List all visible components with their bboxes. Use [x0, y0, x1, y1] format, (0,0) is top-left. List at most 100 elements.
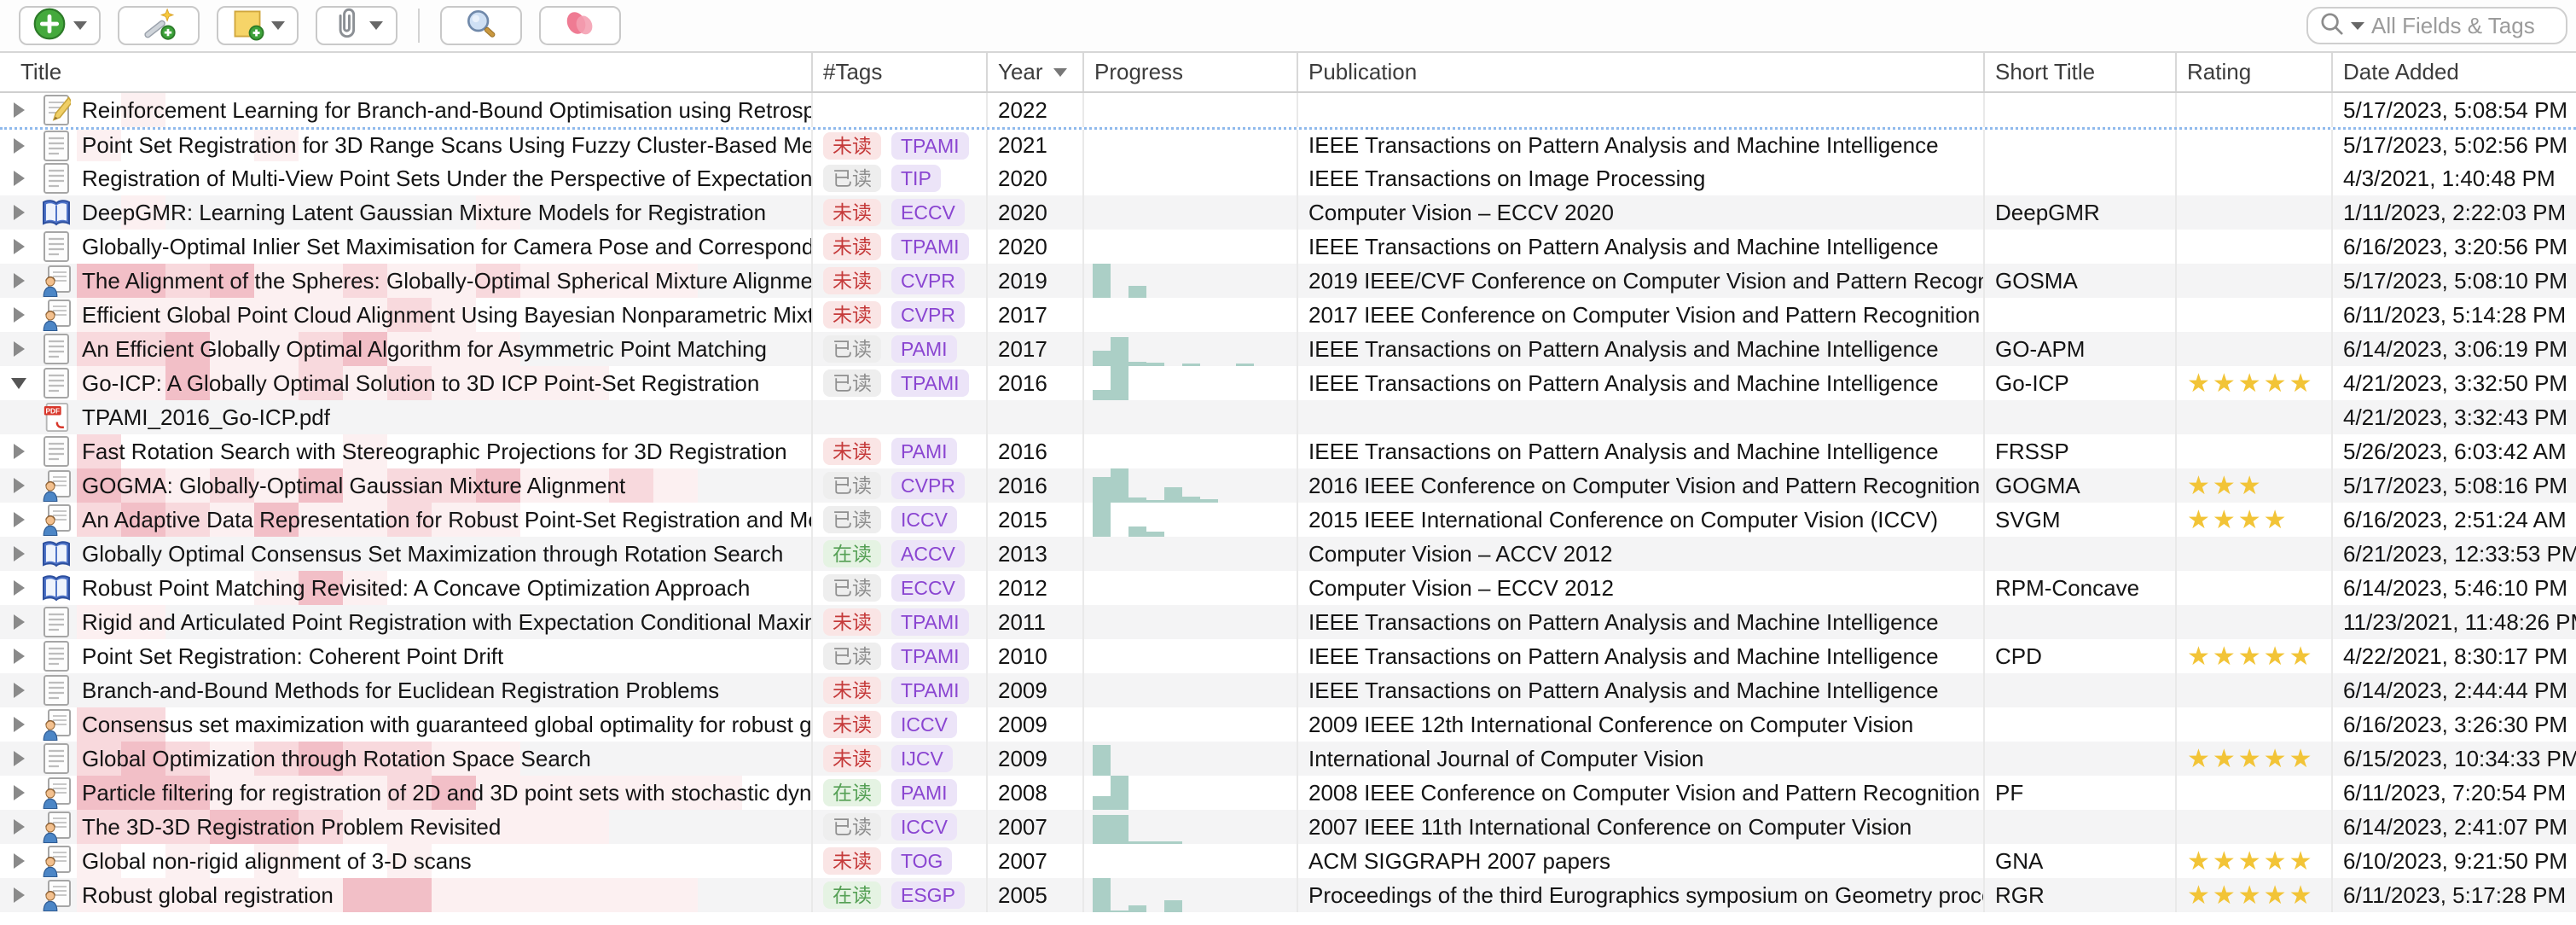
add-attachment-button[interactable]	[316, 6, 397, 45]
search-scope-caret-icon[interactable]	[2351, 21, 2364, 30]
table-row[interactable]: Point Set Registration: Coherent Point D…	[0, 639, 2576, 673]
search-input[interactable]	[2370, 11, 2556, 40]
year-cell: 2009	[988, 673, 1084, 707]
twisty-icon[interactable]	[0, 377, 38, 389]
table-row[interactable]: Robust Point Matching Revisited: A Conca…	[0, 571, 2576, 605]
dropdown-caret-icon[interactable]	[271, 21, 285, 30]
journal-article-icon	[38, 162, 75, 195]
date-added-cell: 5/17/2023, 5:02:56 PM	[2343, 132, 2568, 158]
table-row[interactable]: Branch-and-Bound Methods for Euclidean R…	[0, 673, 2576, 707]
twisty-icon[interactable]	[0, 137, 38, 154]
item-title: Consensus set maximization with guarante…	[82, 711, 813, 737]
table-row[interactable]: Fast Rotation Search with Stereographic …	[0, 434, 2576, 468]
progress-cell	[1084, 707, 1298, 742]
table-row[interactable]: Global Optimization through Rotation Spa…	[0, 742, 2576, 776]
short-title-cell	[1985, 230, 2177, 264]
dropdown-caret-icon[interactable]	[73, 21, 87, 30]
table-row[interactable]: Particle filtering for registration of 2…	[0, 776, 2576, 810]
rating-cell	[2177, 130, 2333, 161]
title-content: Registration of Multi-View Point Sets Un…	[0, 162, 811, 195]
tag-chip: CVPR	[891, 267, 965, 294]
item-title: The Alignment of the Spheres: Globally-O…	[82, 267, 813, 294]
table-row[interactable]: Global non-rigid alignment of 3-D scans 未…	[0, 844, 2576, 878]
ethereal-style-button[interactable]	[539, 6, 621, 45]
table-row[interactable]: Registration of Multi-View Point Sets Un…	[0, 161, 2576, 195]
table-row[interactable]: DeepGMR: Learning Latent Gaussian Mixtur…	[0, 195, 2576, 230]
column-header-short_title[interactable]: Short Title	[1985, 53, 2177, 91]
table-row[interactable]: PDF TPAMI_2016_Go-ICP.pdf 4/21/2023, 3:32:…	[0, 400, 2576, 434]
table-row[interactable]: Globally Optimal Consensus Set Maximizat…	[0, 537, 2576, 571]
table-row[interactable]: The 3D-3D Registration Problem Revisited…	[0, 810, 2576, 844]
column-header-progress[interactable]: Progress	[1084, 53, 1298, 91]
table-row[interactable]: Rigid and Articulated Point Registration…	[0, 605, 2576, 639]
short-title-cell: GO-APM	[1985, 332, 2177, 366]
column-header-rating[interactable]: Rating	[2177, 53, 2333, 91]
title-cell: Efficient Global Point Cloud Alignment U…	[0, 298, 813, 332]
twisty-icon[interactable]	[0, 819, 38, 835]
table-row[interactable]: An Efficient Globally Optimal Algorithm …	[0, 332, 2576, 366]
advanced-search-button[interactable]	[440, 6, 522, 45]
column-header-publication[interactable]: Publication	[1298, 53, 1985, 91]
reading-heatmap	[77, 878, 786, 912]
rating-cell	[2177, 400, 2333, 434]
table-row[interactable]: Globally-Optimal Inlier Set Maximisation…	[0, 230, 2576, 264]
table-row[interactable]: Consensus set maximization with guarante…	[0, 707, 2576, 742]
twisty-icon[interactable]	[0, 102, 38, 118]
title-content: Consensus set maximization with guarante…	[0, 708, 813, 741]
twisty-icon[interactable]	[0, 444, 38, 459]
short-title-cell	[1985, 810, 2177, 844]
tags-cell: 未读 ECCV	[813, 195, 988, 230]
tag-chip: IJCV	[891, 745, 953, 772]
table-row[interactable]: Point Set Registration for 3D Range Scan…	[0, 127, 2576, 161]
twisty-icon[interactable]	[0, 307, 38, 323]
table-row[interactable]: Go-ICP: A Globally Optimal Solution to 3…	[0, 366, 2576, 400]
book-section-icon	[38, 197, 75, 228]
table-row[interactable]: The Alignment of the Spheres: Globally-O…	[0, 264, 2576, 298]
twisty-icon[interactable]	[0, 614, 38, 630]
conference-paper-icon	[38, 879, 75, 911]
publication-cell: IEEE Transactions on Pattern Analysis an…	[1298, 605, 1985, 639]
twisty-icon[interactable]	[0, 546, 38, 561]
reading-heatmap	[77, 332, 786, 366]
twisty-icon[interactable]	[0, 649, 38, 664]
dropdown-caret-icon[interactable]	[369, 21, 383, 30]
rating-cell	[2177, 810, 2333, 844]
title-cell: An Adaptive Data Representation for Robu…	[0, 503, 813, 537]
tags-cell: 已读 TPAMI	[813, 639, 988, 673]
year-cell: 2015	[988, 503, 1084, 537]
twisty-icon[interactable]	[0, 512, 38, 527]
progress-cell	[1084, 639, 1298, 673]
new-item-button[interactable]	[19, 6, 101, 45]
column-header-year[interactable]: Year	[988, 53, 1084, 91]
twisty-icon[interactable]	[0, 205, 38, 220]
publication-cell: 2008 IEEE Conference on Computer Vision …	[1298, 776, 1985, 810]
twisty-icon[interactable]	[0, 273, 38, 288]
new-note-button[interactable]	[217, 6, 299, 45]
twisty-icon[interactable]	[0, 341, 38, 357]
twisty-icon[interactable]	[0, 239, 38, 254]
column-header-date_added[interactable]: Date Added	[2333, 53, 2576, 91]
tag-chip: CVPR	[891, 472, 965, 499]
short-title-cell: GOSMA	[1985, 264, 2177, 298]
table-row[interactable]: Reinforcement Learning for Branch-and-Bo…	[0, 93, 2576, 127]
twisty-icon[interactable]	[0, 853, 38, 869]
twisty-icon[interactable]	[0, 751, 38, 766]
twisty-icon[interactable]	[0, 580, 38, 596]
twisty-icon[interactable]	[0, 478, 38, 493]
column-header-title[interactable]: Title	[0, 53, 813, 91]
tag-chip: 未读	[823, 847, 881, 875]
date-added-cell: 6/14/2023, 3:06:19 PM	[2343, 335, 2568, 362]
twisty-icon[interactable]	[0, 683, 38, 698]
table-row[interactable]: GOGMA: Globally-Optimal Gaussian Mixture…	[0, 468, 2576, 503]
table-row[interactable]: An Adaptive Data Representation for Robu…	[0, 503, 2576, 537]
table-row[interactable]: Efficient Global Point Cloud Alignment U…	[0, 298, 2576, 332]
table-row[interactable]: Robust global registration 在读 ESGP 2005 Proc…	[0, 878, 2576, 912]
twisty-icon[interactable]	[0, 171, 38, 186]
search-box[interactable]	[2306, 7, 2567, 44]
add-by-identifier-button[interactable]	[118, 6, 200, 45]
twisty-icon[interactable]	[0, 785, 38, 800]
rating-stars: ★★★★★	[2187, 881, 2315, 910]
twisty-icon[interactable]	[0, 717, 38, 732]
column-header-tags[interactable]: #Tags	[813, 53, 988, 91]
twisty-icon[interactable]	[0, 887, 38, 903]
